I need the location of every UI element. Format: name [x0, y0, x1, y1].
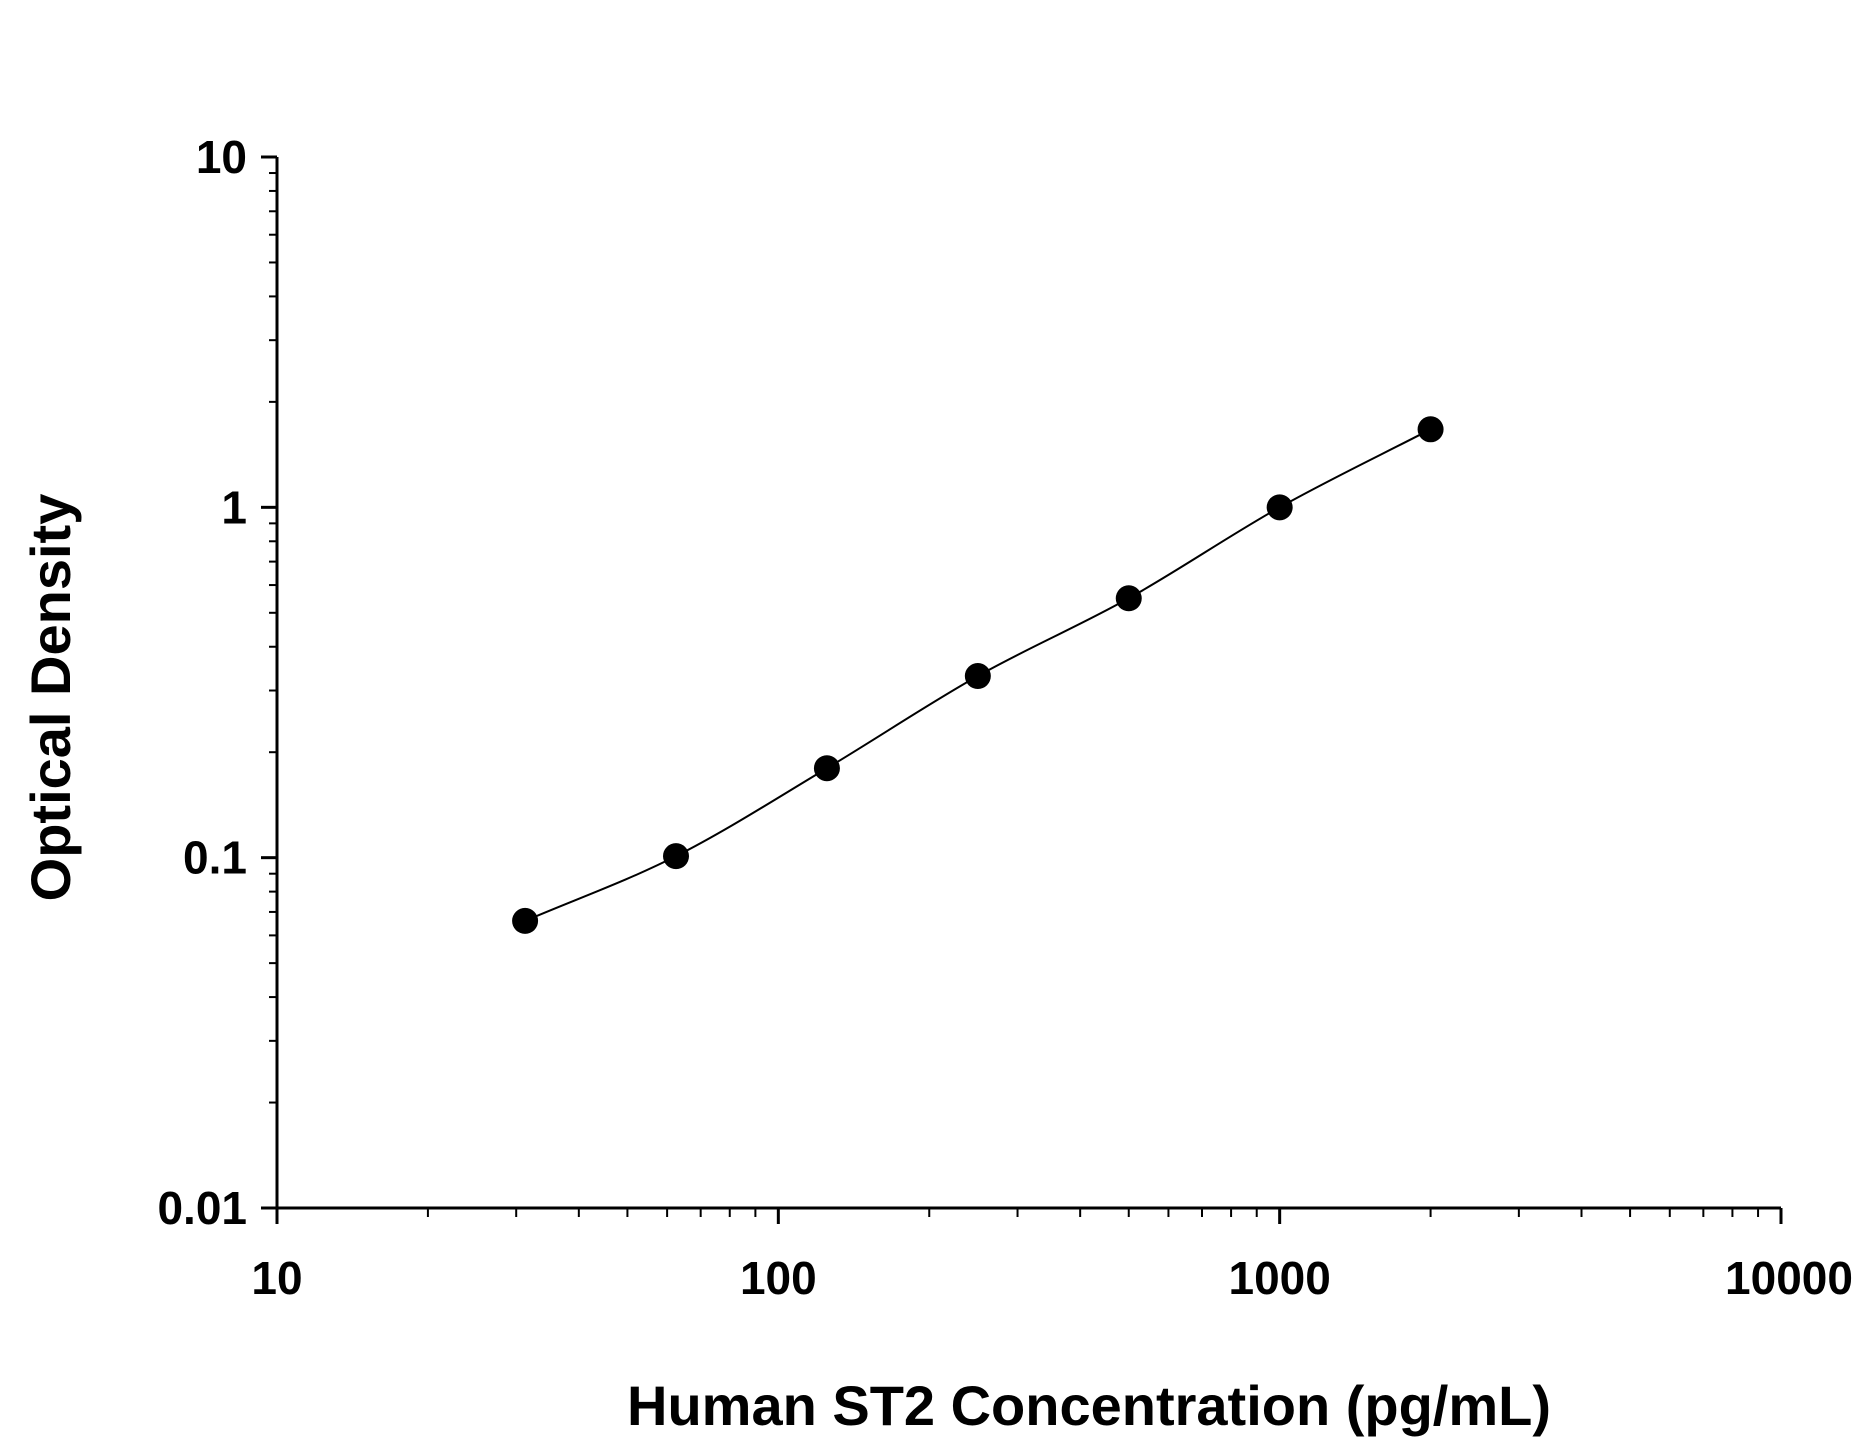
data-points — [512, 416, 1444, 934]
data-point — [663, 843, 690, 870]
x-axis-title: Human ST2 Concentration (pg/mL) — [627, 1374, 1551, 1437]
x-tick-label: 1000 — [1228, 1252, 1330, 1304]
ticks — [261, 155, 1783, 1224]
data-point — [813, 755, 840, 782]
axes — [275, 157, 1781, 1210]
data-point — [512, 907, 539, 934]
data-point — [964, 663, 991, 690]
y-tick-label: 0.01 — [157, 1182, 247, 1234]
y-tick-label: 1 — [221, 481, 247, 533]
data-point — [1266, 494, 1293, 521]
y-axis-title: Optical Density — [19, 494, 82, 902]
x-tick-label: 10 — [251, 1252, 302, 1304]
x-tick-label: 10000 — [1725, 1252, 1853, 1304]
data-point — [1115, 585, 1142, 612]
x-tick-label: 100 — [740, 1252, 817, 1304]
y-tick-label: 0.1 — [183, 832, 247, 884]
data-point — [1417, 416, 1444, 443]
tick-labels: 0.01 0.1 1 10 10 100 1000 10000 — [157, 131, 1852, 1304]
y-tick-label: 10 — [196, 131, 247, 183]
